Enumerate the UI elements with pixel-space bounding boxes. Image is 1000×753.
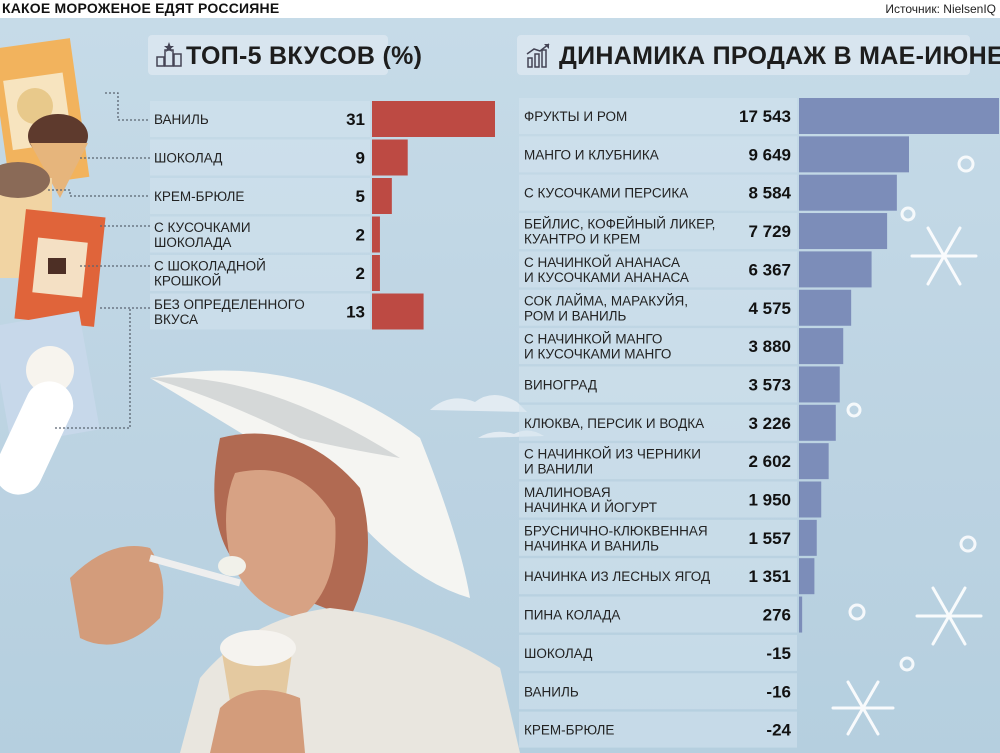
right-category-label: ВИНОГРАД	[524, 377, 597, 392]
right-category-label: ВАНИЛЬ	[524, 684, 579, 699]
right-category-label: И ВАНИЛИ	[524, 462, 593, 477]
snow-decor-icon	[846, 155, 977, 672]
source-label: Источник: NielsenIQ	[885, 2, 996, 16]
right-category-label: МАЛИНОВАЯ	[524, 485, 611, 500]
right-value-label: 8 584	[748, 184, 791, 203]
right-category-label: БРУСНИЧНО-КЛЮКВЕННАЯ	[524, 523, 708, 538]
right-value-label: 3 573	[748, 375, 791, 394]
infographic-title: КАКОЕ МОРОЖЕНОЕ ЕДЯТ РОССИЯНЕ	[2, 0, 280, 16]
left-bar	[372, 178, 392, 214]
right-category-label: ФРУКТЫ И РОМ	[524, 109, 627, 124]
right-chart-header: ДИНАМИКА ПРОДАЖ В МАЕ-ИЮНЕ (%)	[517, 35, 1000, 75]
right-category-label: С КУСОЧКАМИ ПЕРСИКА	[524, 186, 688, 201]
title-bar: КАКОЕ МОРОЖЕНОЕ ЕДЯТ РОССИЯНЕ Источник: …	[0, 0, 1000, 18]
right-bar	[799, 289, 852, 326]
right-category-label: МАНГО И КЛУБНИКА	[524, 147, 659, 162]
right-value-label: 17 543	[739, 107, 791, 126]
right-bar	[799, 443, 829, 480]
right-bar	[799, 519, 817, 556]
podium-icon	[156, 42, 182, 67]
right-bar	[799, 596, 803, 633]
growth-chart-icon	[526, 43, 550, 68]
left-bar	[372, 293, 424, 330]
right-value-label: 3 880	[748, 337, 791, 356]
right-category-label: НАЧИНКА ИЗ ЛЕСНЫХ ЯГОД	[524, 569, 710, 584]
left-value-label: 9	[356, 149, 365, 168]
top-flavors-chart: ВАНИЛЬ 31 ШОКОЛАД 9 КРЕМ-БРЮЛЕ 5 С КУСОЧКАМИШО…	[150, 101, 495, 330]
right-bar	[799, 98, 999, 134]
right-value-label: 4 575	[748, 299, 791, 318]
left-category-label: КРЕМ-БРЮЛЕ	[154, 189, 244, 204]
right-category-label: ПИНА КОЛАДА	[524, 608, 620, 623]
right-category-label: КУАНТРО И КРЕМ	[524, 232, 640, 247]
right-bar	[799, 136, 910, 173]
ice-cream-packs-decor	[0, 38, 106, 495]
right-category-label: БЕЙЛИС, КОФЕЙНЫЙ ЛИКЕР,	[524, 217, 715, 232]
left-category-label: С ШОКОЛАДНОЙ	[154, 259, 266, 274]
right-bar	[799, 213, 888, 250]
right-category-label: РОМ И ВАНИЛЬ	[524, 308, 627, 323]
left-value-label: 31	[346, 110, 365, 129]
right-bar	[799, 558, 815, 595]
right-category-label: СОК ЛАЙМА, МАРАКУЙЯ,	[524, 293, 688, 308]
left-category-label: ВКУСА	[154, 312, 198, 327]
left-category-label: ШОКОЛАД	[154, 151, 222, 166]
right-value-label: 1 351	[748, 567, 791, 586]
right-bar	[799, 174, 897, 211]
left-bar	[372, 216, 380, 253]
right-category-label: С НАЧИНКОЙ АНАНАСА	[524, 255, 680, 270]
left-category-label: С КУСОЧКАМИ	[154, 220, 251, 235]
left-bar	[372, 101, 495, 137]
right-bar	[799, 366, 840, 403]
right-value-label: 276	[763, 606, 791, 625]
right-value-label: 2 602	[748, 452, 791, 471]
left-chart-header: ТОП-5 ВКУСОВ (%)	[148, 35, 422, 75]
right-category-label: С НАЧИНКОЙ ИЗ ЧЕРНИКИ	[524, 447, 701, 462]
right-bar	[799, 481, 822, 518]
left-bar	[372, 139, 408, 176]
right-category-label: КРЕМ-БРЮЛЕ	[524, 723, 614, 738]
right-value-label: -15	[766, 644, 791, 663]
right-bar	[799, 404, 836, 441]
right-value-label: 7 729	[748, 222, 791, 241]
right-value-label: -24	[766, 721, 791, 740]
left-value-label: 2	[356, 226, 365, 245]
right-value-label: 6 367	[748, 260, 791, 279]
left-category-label: КРОШКОЙ	[154, 274, 221, 289]
left-value-label: 5	[356, 187, 365, 206]
sales-dynamics-chart: ФРУКТЫ И РОМ 17 543 МАНГО И КЛУБНИКА 9 649 С…	[519, 98, 999, 748]
right-value-label: 1 557	[748, 529, 791, 548]
right-category-label: И КУСОЧКАМИ МАНГО	[524, 347, 671, 362]
right-value-label: 3 226	[748, 414, 791, 433]
right-bar	[799, 251, 872, 288]
right-value-label: -16	[766, 682, 791, 701]
left-bar	[372, 255, 380, 291]
left-category-label: БЕЗ ОПРЕДЕЛЕННОГО	[154, 297, 305, 312]
chart-canvas: ТОП-5 ВКУСОВ (%) ДИНАМИКА ПРОДАЖ В МАЕ-И…	[0, 18, 1000, 753]
right-value-label: 1 950	[748, 491, 791, 510]
left-value-label: 13	[346, 303, 365, 322]
illustration	[0, 38, 983, 753]
right-category-label: НАЧИНКА И ВАНИЛЬ	[524, 538, 659, 553]
left-chart-title: ТОП-5 ВКУСОВ (%)	[186, 42, 423, 70]
left-category-label: ШОКОЛАДА	[154, 235, 231, 250]
right-value-label: 9 649	[748, 145, 791, 164]
left-value-label: 2	[356, 264, 365, 283]
right-category-label: КЛЮКВА, ПЕРСИК И ВОДКА	[524, 416, 704, 431]
right-bar	[799, 328, 844, 365]
snowflake-icon	[831, 226, 983, 736]
left-category-label: ВАНИЛЬ	[154, 112, 209, 127]
right-category-label: НАЧИНКА И ЙОГУРТ	[524, 500, 657, 515]
right-category-label: ШОКОЛАД	[524, 646, 592, 661]
right-category-label: И КУСОЧКАМИ АНАНАСА	[524, 270, 689, 285]
woman-illustration	[70, 370, 520, 753]
right-category-label: С НАЧИНКОЙ МАНГО	[524, 332, 662, 347]
right-chart-title: ДИНАМИКА ПРОДАЖ В МАЕ-ИЮНЕ (%)	[559, 42, 1000, 70]
